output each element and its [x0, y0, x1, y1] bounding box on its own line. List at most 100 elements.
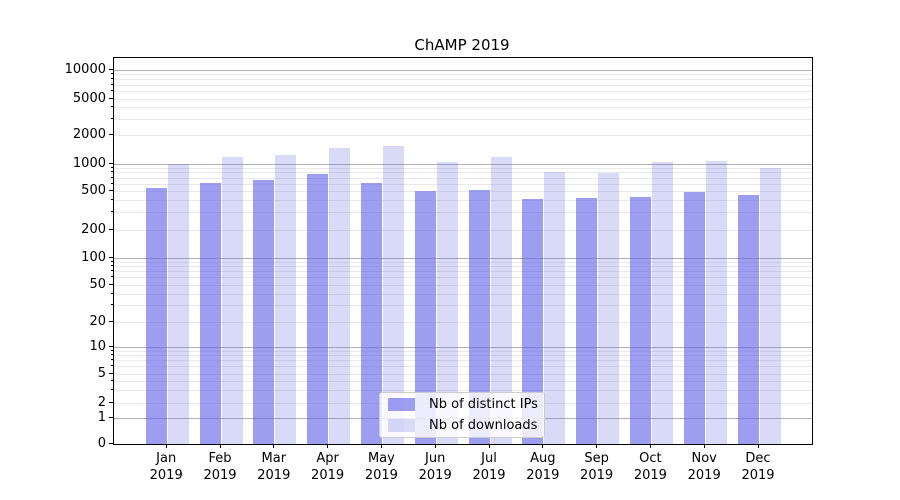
y-tick-mark — [109, 69, 113, 70]
y-tick-label: 2 — [97, 394, 106, 410]
x-tick-mark — [703, 444, 705, 448]
y-minor-tick-mark — [111, 228, 113, 230]
y-tick-label: 50 — [89, 276, 106, 292]
x-tick-label: Mar 2019 — [242, 450, 306, 484]
x-tick-year: 2019 — [687, 468, 721, 483]
y-tick-label: 10000 — [64, 62, 106, 77]
x-tick-year: 2019 — [580, 468, 614, 483]
y-minor-tick-mark — [111, 260, 113, 262]
x-tick-label: Jul 2019 — [457, 450, 521, 484]
minor-gridline — [114, 293, 812, 295]
bar-distinct-ips — [683, 192, 705, 444]
minor-gridline — [114, 91, 812, 92]
y-tick-label: 1000 — [72, 155, 106, 171]
y-minor-tick-mark — [111, 73, 113, 75]
bar-distinct-ips — [307, 173, 329, 444]
bar-downloads — [598, 172, 620, 444]
bar-distinct-ips — [468, 189, 490, 444]
minor-gridline — [114, 135, 812, 136]
legend-swatch-icon — [388, 419, 415, 432]
major-gridline — [114, 257, 812, 259]
y-minor-tick-mark — [111, 354, 113, 356]
y-tick-label: 0 — [97, 435, 106, 451]
minor-gridline — [114, 172, 812, 174]
x-tick-year: 2019 — [149, 468, 183, 483]
bar-downloads — [544, 171, 566, 444]
minor-gridline — [114, 277, 812, 279]
legend-label: Nb of distinct IPs — [429, 397, 538, 412]
minor-gridline — [114, 261, 812, 263]
legend-entry-distinct-ips: Nb of distinct IPs — [386, 396, 538, 413]
x-tick-year: 2019 — [741, 468, 775, 483]
x-tick-label: Oct 2019 — [618, 450, 682, 484]
y-tick-label: 200 — [81, 221, 106, 237]
bar-distinct-ips — [253, 180, 275, 444]
x-tick-mark — [596, 444, 598, 448]
y-minor-tick-mark — [111, 270, 113, 272]
major-gridline — [114, 70, 812, 71]
legend: Nb of distinct IPs Nb of downloads — [379, 392, 545, 438]
y-tick-mark — [109, 442, 113, 444]
bar-distinct-ips — [199, 182, 221, 444]
y-minor-tick-mark — [111, 211, 113, 213]
bar-downloads — [329, 147, 351, 444]
x-tick-mark — [273, 444, 275, 448]
y-minor-tick-mark — [111, 171, 113, 173]
y-minor-tick-mark — [111, 265, 113, 267]
x-tick-year: 2019 — [364, 468, 398, 483]
minor-gridline — [114, 177, 812, 179]
y-minor-tick-mark — [111, 379, 113, 381]
y-minor-tick-mark — [111, 83, 113, 85]
y-tick-label: 1 — [97, 409, 106, 425]
y-minor-tick-mark — [111, 199, 113, 201]
bar-downloads — [651, 161, 673, 444]
x-tick-label: Apr 2019 — [296, 450, 360, 484]
y-minor-tick-mark — [111, 283, 113, 285]
y-minor-tick-mark — [111, 117, 113, 119]
y-minor-tick-mark — [111, 349, 113, 351]
x-tick-mark — [488, 444, 490, 448]
minor-gridline — [114, 366, 812, 368]
bar-distinct-ips — [576, 197, 598, 444]
bar-downloads — [221, 156, 243, 444]
x-tick-mark — [434, 444, 436, 448]
x-tick-label: Sep 2019 — [565, 450, 629, 484]
bar-distinct-ips — [360, 182, 382, 444]
y-minor-tick-mark — [111, 176, 113, 178]
minor-gridline — [114, 167, 812, 169]
bar-downloads — [167, 163, 189, 444]
y-tick-mark — [109, 416, 113, 418]
minor-gridline — [114, 373, 812, 375]
plot-area: Nb of distinct IPs Nb of downloads — [113, 57, 813, 445]
minor-gridline — [114, 200, 812, 202]
bar-downloads — [436, 161, 458, 444]
minor-gridline — [114, 389, 812, 391]
x-tick-label: Aug 2019 — [511, 450, 575, 484]
y-tick-label: 20 — [89, 313, 106, 329]
y-minor-tick-mark — [111, 97, 113, 99]
y-tick-mark — [109, 162, 113, 164]
x-tick-mark — [757, 444, 759, 448]
minor-gridline — [114, 380, 812, 382]
y-tick-label: 500 — [81, 183, 106, 198]
minor-gridline — [114, 321, 812, 323]
minor-gridline — [114, 98, 812, 100]
minor-gridline — [114, 271, 812, 273]
major-gridline — [114, 346, 812, 348]
x-tick-label: Jan 2019 — [134, 450, 198, 484]
x-tick-mark — [327, 444, 329, 448]
x-tick-label: Nov 2019 — [672, 450, 736, 484]
x-tick-year: 2019 — [257, 468, 291, 483]
x-tick-mark — [165, 444, 167, 448]
y-minor-tick-mark — [111, 106, 113, 108]
y-minor-tick-mark — [111, 182, 113, 184]
legend-entry-downloads: Nb of downloads — [386, 417, 538, 434]
x-tick-mark — [219, 444, 221, 448]
minor-gridline — [114, 79, 812, 81]
legend-swatch-icon — [388, 398, 415, 411]
y-minor-tick-mark — [111, 372, 113, 374]
minor-gridline — [114, 305, 812, 307]
bar-distinct-ips — [414, 191, 436, 444]
y-minor-tick-mark — [111, 304, 113, 306]
